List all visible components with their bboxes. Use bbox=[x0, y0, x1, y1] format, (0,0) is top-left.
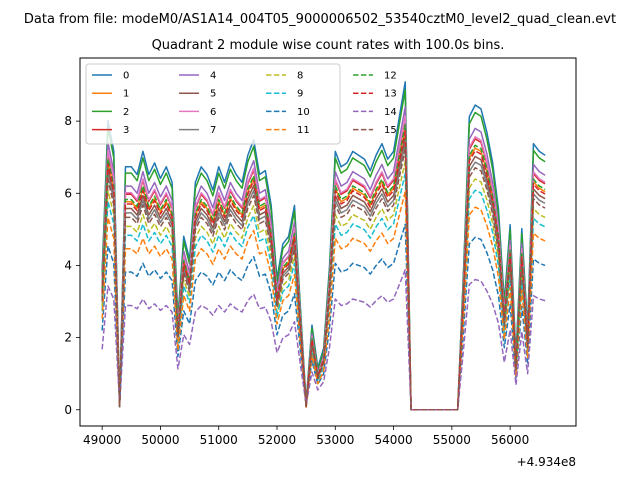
legend-label-0: 0 bbox=[123, 71, 129, 82]
x-tick-label: 51000 bbox=[200, 433, 238, 447]
legend-label-9: 9 bbox=[297, 89, 303, 100]
legend-label-13: 13 bbox=[384, 89, 397, 100]
figure-suptitle: Data from file: modeM0/AS1A14_004T05_900… bbox=[24, 12, 616, 27]
x-tick-label: 54000 bbox=[374, 433, 412, 447]
y-tick-label: 6 bbox=[64, 186, 72, 200]
legend-label-11: 11 bbox=[297, 125, 310, 136]
y-tick-label: 0 bbox=[64, 403, 72, 417]
legend-label-6: 6 bbox=[210, 107, 216, 118]
legend-label-1: 1 bbox=[123, 89, 129, 100]
legend-label-15: 15 bbox=[384, 125, 397, 136]
x-tick-label: 55000 bbox=[433, 433, 471, 447]
x-offset-label: +4.934e8 bbox=[517, 455, 576, 469]
series-line-14 bbox=[101, 269, 546, 411]
x-tick-label: 56000 bbox=[491, 433, 529, 447]
legend-box bbox=[85, 63, 341, 145]
legend-label-10: 10 bbox=[297, 107, 310, 118]
legend-label-5: 5 bbox=[210, 89, 216, 100]
axis-layer: 49000 50000 51000 52000 53000 54000 55000 56000… bbox=[64, 114, 529, 447]
legend-label-12: 12 bbox=[384, 71, 397, 82]
series-line-11 bbox=[101, 190, 546, 411]
legend-label-2: 2 bbox=[123, 107, 129, 118]
chart-title: Quadrant 2 module wise count rates with … bbox=[152, 38, 505, 53]
x-tick-label: 49000 bbox=[83, 433, 121, 447]
legend-label-7: 7 bbox=[210, 125, 216, 136]
plot-frame bbox=[79, 57, 577, 427]
x-tick-label: 50000 bbox=[141, 433, 179, 447]
series-layer bbox=[101, 81, 546, 411]
series-line-3 bbox=[101, 117, 546, 411]
x-tick-label: 53000 bbox=[316, 433, 354, 447]
legend-label-4: 4 bbox=[210, 71, 216, 82]
legend-label-8: 8 bbox=[297, 71, 303, 82]
y-tick-label: 8 bbox=[64, 114, 72, 128]
series-line-15 bbox=[101, 148, 546, 411]
series-line-6 bbox=[101, 115, 546, 411]
x-tick-label: 52000 bbox=[258, 433, 296, 447]
y-tick-label: 2 bbox=[64, 331, 72, 345]
legend-label-14: 14 bbox=[384, 107, 397, 118]
y-tick-label: 4 bbox=[64, 258, 72, 272]
legend-label-3: 3 bbox=[123, 125, 129, 136]
